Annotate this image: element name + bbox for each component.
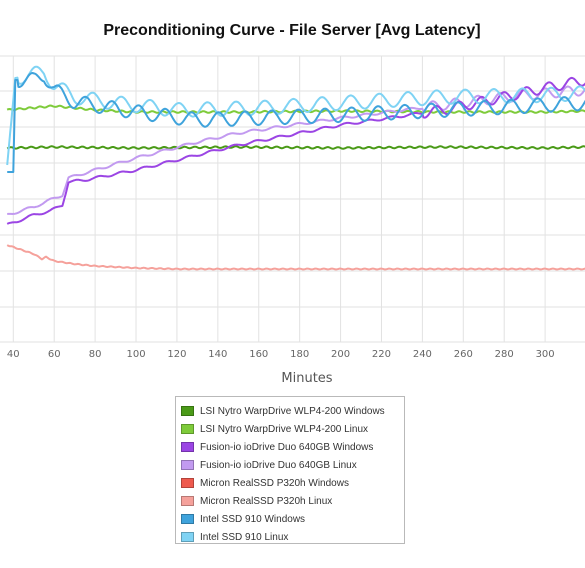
legend-swatch xyxy=(181,424,194,434)
legend-label: Intel SSD 910 Windows xyxy=(200,513,306,525)
legend-label: LSI Nytro WarpDrive WLP4-200 Windows xyxy=(200,405,385,417)
x-tick-label: 280 xyxy=(495,349,514,360)
series-line-0 xyxy=(6,145,585,150)
x-tick-label: 240 xyxy=(413,349,432,360)
x-tick-label: 140 xyxy=(208,349,227,360)
x-tick-label: 200 xyxy=(331,349,350,360)
legend-item: Fusion-io ioDrive Duo 640GB Windows xyxy=(181,438,404,456)
legend: LSI Nytro WarpDrive WLP4-200 Windows LSI … xyxy=(175,396,405,544)
legend-label: Fusion-io ioDrive Duo 640GB Linux xyxy=(200,459,357,471)
series-line-7 xyxy=(6,65,585,166)
legend-item: Intel SSD 910 Windows xyxy=(181,510,404,528)
series-line-5 xyxy=(6,244,585,271)
legend-swatch xyxy=(181,406,194,416)
series-layer xyxy=(6,65,585,271)
x-tick-label: 100 xyxy=(126,349,145,360)
legend-item: Intel SSD 910 Linux xyxy=(181,528,404,546)
legend-item: Fusion-io ioDrive Duo 640GB Linux xyxy=(181,456,404,474)
legend-item: Micron RealSSD P320h Linux xyxy=(181,492,404,510)
legend-label: LSI Nytro WarpDrive WLP4-200 Linux xyxy=(200,423,369,435)
legend-label: Micron RealSSD P320h Linux xyxy=(200,495,333,507)
legend-swatch xyxy=(181,496,194,506)
legend-item: Micron RealSSD P320h Windows xyxy=(181,474,404,492)
legend-item: LSI Nytro WarpDrive WLP4-200 Linux xyxy=(181,420,404,438)
x-tick-label: 300 xyxy=(536,349,555,360)
grid-lines xyxy=(0,55,585,343)
x-tick-label: 40 xyxy=(7,349,20,360)
legend-item: LSI Nytro WarpDrive WLP4-200 Windows xyxy=(181,402,404,420)
x-tick-label: 160 xyxy=(249,349,268,360)
legend-label: Intel SSD 910 Linux xyxy=(200,531,289,543)
legend-swatch xyxy=(181,532,194,542)
x-axis-label: Minutes xyxy=(281,371,332,386)
x-tick-label: 120 xyxy=(167,349,186,360)
chart-title: Preconditioning Curve - File Server [Avg… xyxy=(103,22,480,39)
legend-swatch xyxy=(181,514,194,524)
legend-label: Fusion-io ioDrive Duo 640GB Windows xyxy=(200,441,374,453)
x-tick-label: 80 xyxy=(89,349,102,360)
legend-swatch xyxy=(181,478,194,488)
x-tick-label: 220 xyxy=(372,349,391,360)
x-tick-label: 60 xyxy=(48,349,61,360)
x-tick-labels: 40 60 80 100 120 140 160 180 200 220 240 260 280 300 xyxy=(7,349,555,360)
x-tick-label: 180 xyxy=(290,349,309,360)
series-line-3 xyxy=(7,85,585,215)
x-tick-label: 260 xyxy=(454,349,473,360)
legend-swatch xyxy=(181,460,194,470)
series-line-6 xyxy=(7,72,585,173)
legend-swatch xyxy=(181,442,194,452)
legend-label: Micron RealSSD P320h Windows xyxy=(200,477,349,489)
